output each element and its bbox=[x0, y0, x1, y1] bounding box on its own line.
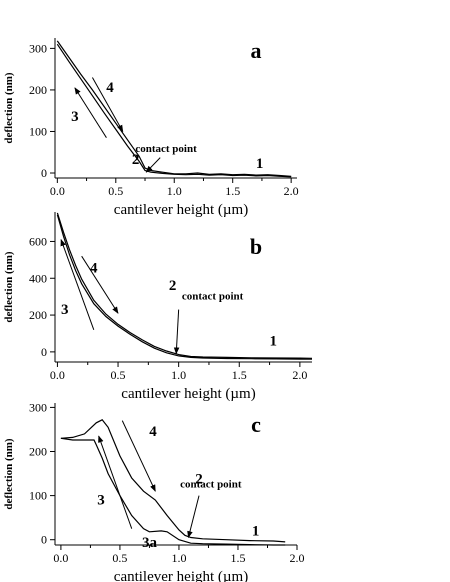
y-tick-label: 0 bbox=[41, 166, 47, 180]
x-tick-label: 0.5 bbox=[111, 368, 126, 382]
annotation-label: 4 bbox=[106, 80, 114, 96]
y-axis-label: deflection (nm) bbox=[3, 438, 15, 510]
series-line-2 bbox=[56, 43, 292, 178]
x-tick-label: 2.0 bbox=[290, 551, 305, 565]
x-tick-label: 0.0 bbox=[50, 184, 65, 198]
annotation-label: 1 bbox=[256, 156, 264, 172]
annotation-arrow bbox=[74, 87, 107, 138]
x-axis-label: cantilever height (µm) bbox=[121, 386, 255, 402]
series-line-1 bbox=[56, 40, 292, 177]
x-tick-label: 0.5 bbox=[108, 184, 123, 198]
y-tick-label: 400 bbox=[29, 271, 47, 285]
annotation-label: 3 bbox=[97, 492, 105, 508]
y-tick-label: 300 bbox=[29, 400, 47, 414]
series-line-1 bbox=[60, 419, 286, 543]
series-line-2 bbox=[60, 437, 286, 546]
annotation-arrow bbox=[145, 157, 161, 173]
x-tick-label: 1.5 bbox=[230, 551, 245, 565]
annotation-label: 2 bbox=[169, 278, 177, 294]
series-line-1 bbox=[56, 212, 313, 359]
annotation-label: 2 bbox=[195, 471, 203, 487]
annotation-label: 1 bbox=[252, 523, 260, 539]
chart-panel-c: 0.0 0.5 1.0 1.5 2.0 0 100 200 300 cantilever heig… bbox=[3, 400, 305, 582]
y-axis-label: deflection (nm) bbox=[3, 251, 15, 323]
x-tick-label: 0.5 bbox=[112, 551, 127, 565]
x-tick-label: 1.0 bbox=[171, 368, 186, 382]
y-tick-label: 100 bbox=[29, 124, 47, 138]
x-tick-label: 1.0 bbox=[171, 551, 186, 565]
contact-point-label: contact point bbox=[182, 290, 244, 302]
annotation-label: 3 bbox=[71, 109, 79, 125]
annotation-label: 4 bbox=[90, 261, 98, 277]
chart-panel-b: 0.0 0.5 1.0 1.5 2.0 0 200 400 600 cantilever heig… bbox=[3, 212, 313, 402]
panel-letter: b bbox=[250, 234, 262, 259]
x-tick-label: 1.0 bbox=[167, 184, 182, 198]
annotation-label: 1 bbox=[269, 333, 277, 349]
y-tick-label: 600 bbox=[29, 234, 47, 248]
annotation-label: 3 bbox=[61, 302, 69, 318]
x-tick-label: 0.0 bbox=[50, 368, 65, 382]
y-tick-label: 200 bbox=[29, 308, 47, 322]
y-tick-label: 200 bbox=[29, 83, 47, 97]
panel-letter: c bbox=[251, 412, 261, 437]
annotation-arrow bbox=[81, 255, 119, 314]
y-tick-label: 0 bbox=[41, 533, 47, 547]
annotation-label: 4 bbox=[149, 424, 157, 440]
y-axis-label: deflection (nm) bbox=[3, 72, 15, 144]
annotation-arrow bbox=[91, 77, 124, 133]
x-axis-label: cantilever height (µm) bbox=[114, 202, 248, 218]
chart-panel-a: 0.0 0.5 1.0 1.5 2.0 0 100 200 300 cantilever heig… bbox=[3, 38, 299, 218]
x-tick-label: 0.0 bbox=[53, 551, 68, 565]
series-line-2 bbox=[56, 214, 313, 360]
contact-point-label: contact point bbox=[135, 143, 197, 155]
annotation-label: 2 bbox=[132, 152, 140, 168]
y-tick-label: 0 bbox=[41, 345, 47, 359]
y-tick-label: 100 bbox=[29, 489, 47, 503]
contact-point-label: contact point bbox=[180, 479, 242, 491]
annotation-arrow bbox=[60, 238, 95, 330]
x-axis-label: cantilever height (µm) bbox=[114, 569, 248, 582]
annotation-arrow bbox=[98, 435, 133, 529]
x-tick-label: 1.5 bbox=[225, 184, 240, 198]
contact-point-arrow bbox=[173, 309, 180, 355]
x-tick-label: 2.0 bbox=[284, 184, 299, 198]
panel-letter: a bbox=[251, 38, 262, 63]
annotation-arrow bbox=[187, 495, 200, 539]
x-tick-label: 2.0 bbox=[292, 368, 307, 382]
y-tick-label: 300 bbox=[29, 41, 47, 55]
x-tick-label: 1.5 bbox=[232, 368, 247, 382]
y-tick-label: 200 bbox=[29, 445, 47, 459]
annotation-arrow bbox=[121, 420, 156, 492]
annotation-label: 3a bbox=[142, 535, 158, 551]
